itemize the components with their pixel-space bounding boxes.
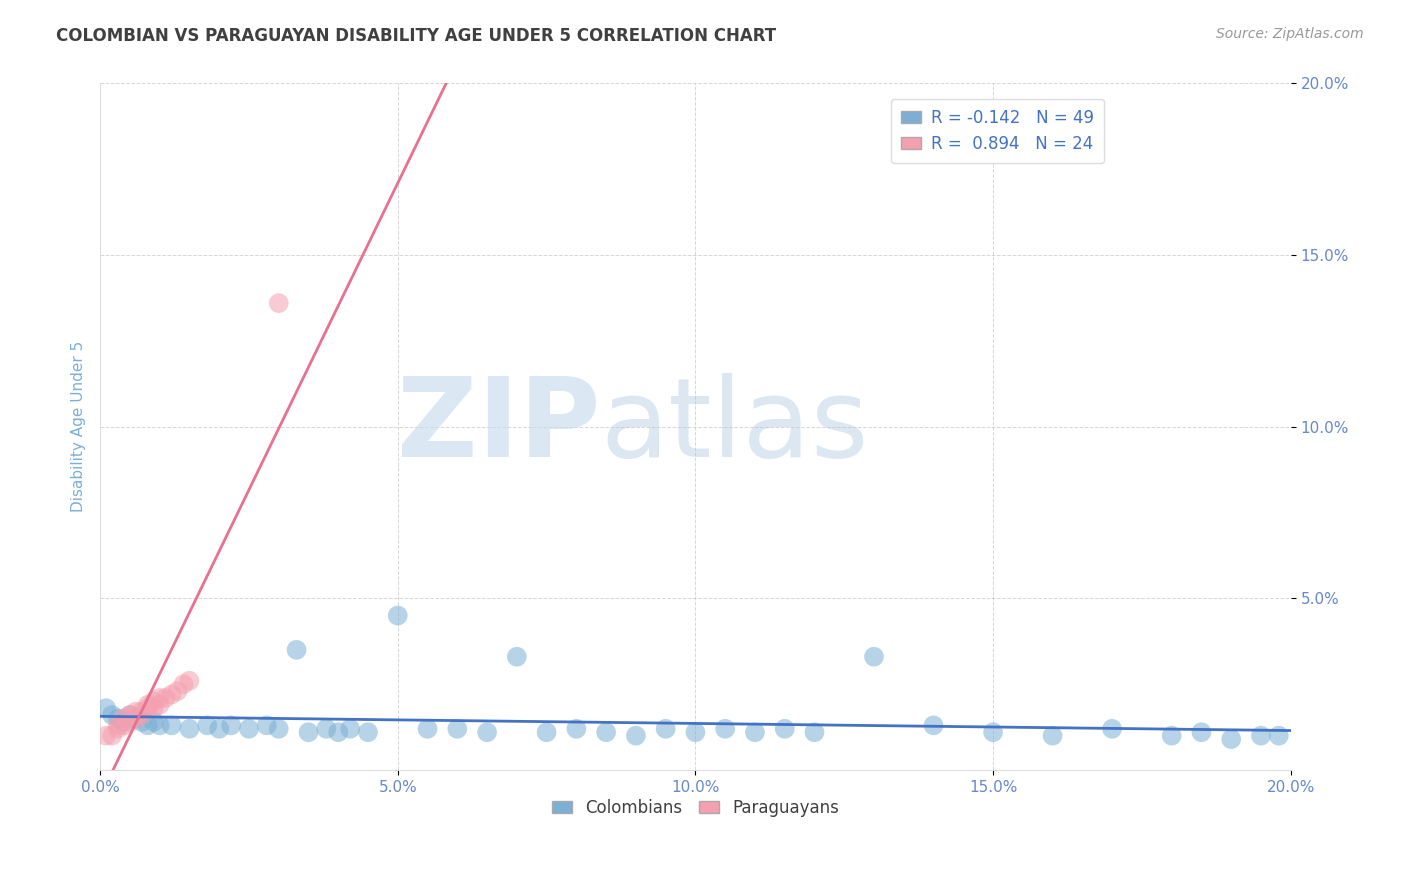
- Y-axis label: Disability Age Under 5: Disability Age Under 5: [72, 341, 86, 512]
- Point: [112, 714, 135, 729]
- Point: [773, 722, 796, 736]
- Point: [125, 711, 148, 725]
- Point: [1042, 729, 1064, 743]
- Point: [267, 722, 290, 736]
- Point: [160, 718, 183, 732]
- Point: [219, 718, 242, 732]
- Point: [536, 725, 558, 739]
- Point: [297, 725, 319, 739]
- Point: [506, 649, 529, 664]
- Point: [387, 608, 409, 623]
- Point: [107, 722, 129, 736]
- Point: [94, 729, 117, 743]
- Point: [595, 725, 617, 739]
- Point: [101, 708, 124, 723]
- Point: [1160, 729, 1182, 743]
- Point: [1101, 722, 1123, 736]
- Point: [922, 718, 945, 732]
- Point: [125, 711, 148, 725]
- Text: atlas: atlas: [600, 373, 869, 480]
- Point: [107, 718, 129, 732]
- Point: [685, 725, 707, 739]
- Point: [267, 296, 290, 310]
- Point: [112, 711, 135, 725]
- Point: [208, 722, 231, 736]
- Point: [136, 718, 159, 732]
- Point: [1220, 732, 1243, 747]
- Point: [118, 708, 141, 723]
- Point: [166, 684, 188, 698]
- Point: [1191, 725, 1213, 739]
- Point: [142, 701, 165, 715]
- Point: [1250, 729, 1272, 743]
- Point: [125, 705, 148, 719]
- Text: COLOMBIAN VS PARAGUAYAN DISABILITY AGE UNDER 5 CORRELATION CHART: COLOMBIAN VS PARAGUAYAN DISABILITY AGE U…: [56, 27, 776, 45]
- Text: Source: ZipAtlas.com: Source: ZipAtlas.com: [1216, 27, 1364, 41]
- Point: [803, 725, 825, 739]
- Point: [142, 714, 165, 729]
- Point: [315, 722, 337, 736]
- Point: [142, 694, 165, 708]
- Point: [94, 701, 117, 715]
- Point: [328, 725, 350, 739]
- Point: [149, 698, 172, 712]
- Point: [195, 718, 218, 732]
- Point: [101, 729, 124, 743]
- Text: ZIP: ZIP: [396, 373, 600, 480]
- Point: [714, 722, 737, 736]
- Point: [446, 722, 468, 736]
- Point: [112, 718, 135, 732]
- Point: [136, 698, 159, 712]
- Point: [179, 722, 201, 736]
- Point: [256, 718, 278, 732]
- Point: [131, 708, 153, 723]
- Point: [179, 673, 201, 688]
- Point: [155, 690, 177, 705]
- Point: [981, 725, 1004, 739]
- Point: [475, 725, 498, 739]
- Point: [1268, 729, 1291, 743]
- Point: [654, 722, 676, 736]
- Point: [357, 725, 380, 739]
- Point: [285, 643, 308, 657]
- Point: [744, 725, 766, 739]
- Point: [136, 701, 159, 715]
- Point: [149, 718, 172, 732]
- Point: [339, 722, 361, 736]
- Point: [565, 722, 588, 736]
- Point: [172, 677, 194, 691]
- Point: [118, 708, 141, 723]
- Point: [149, 690, 172, 705]
- Point: [131, 705, 153, 719]
- Point: [624, 729, 647, 743]
- Point: [107, 711, 129, 725]
- Point: [131, 714, 153, 729]
- Point: [416, 722, 439, 736]
- Legend: Colombians, Paraguayans: Colombians, Paraguayans: [546, 792, 846, 823]
- Point: [118, 714, 141, 729]
- Point: [160, 688, 183, 702]
- Point: [863, 649, 886, 664]
- Point: [238, 722, 260, 736]
